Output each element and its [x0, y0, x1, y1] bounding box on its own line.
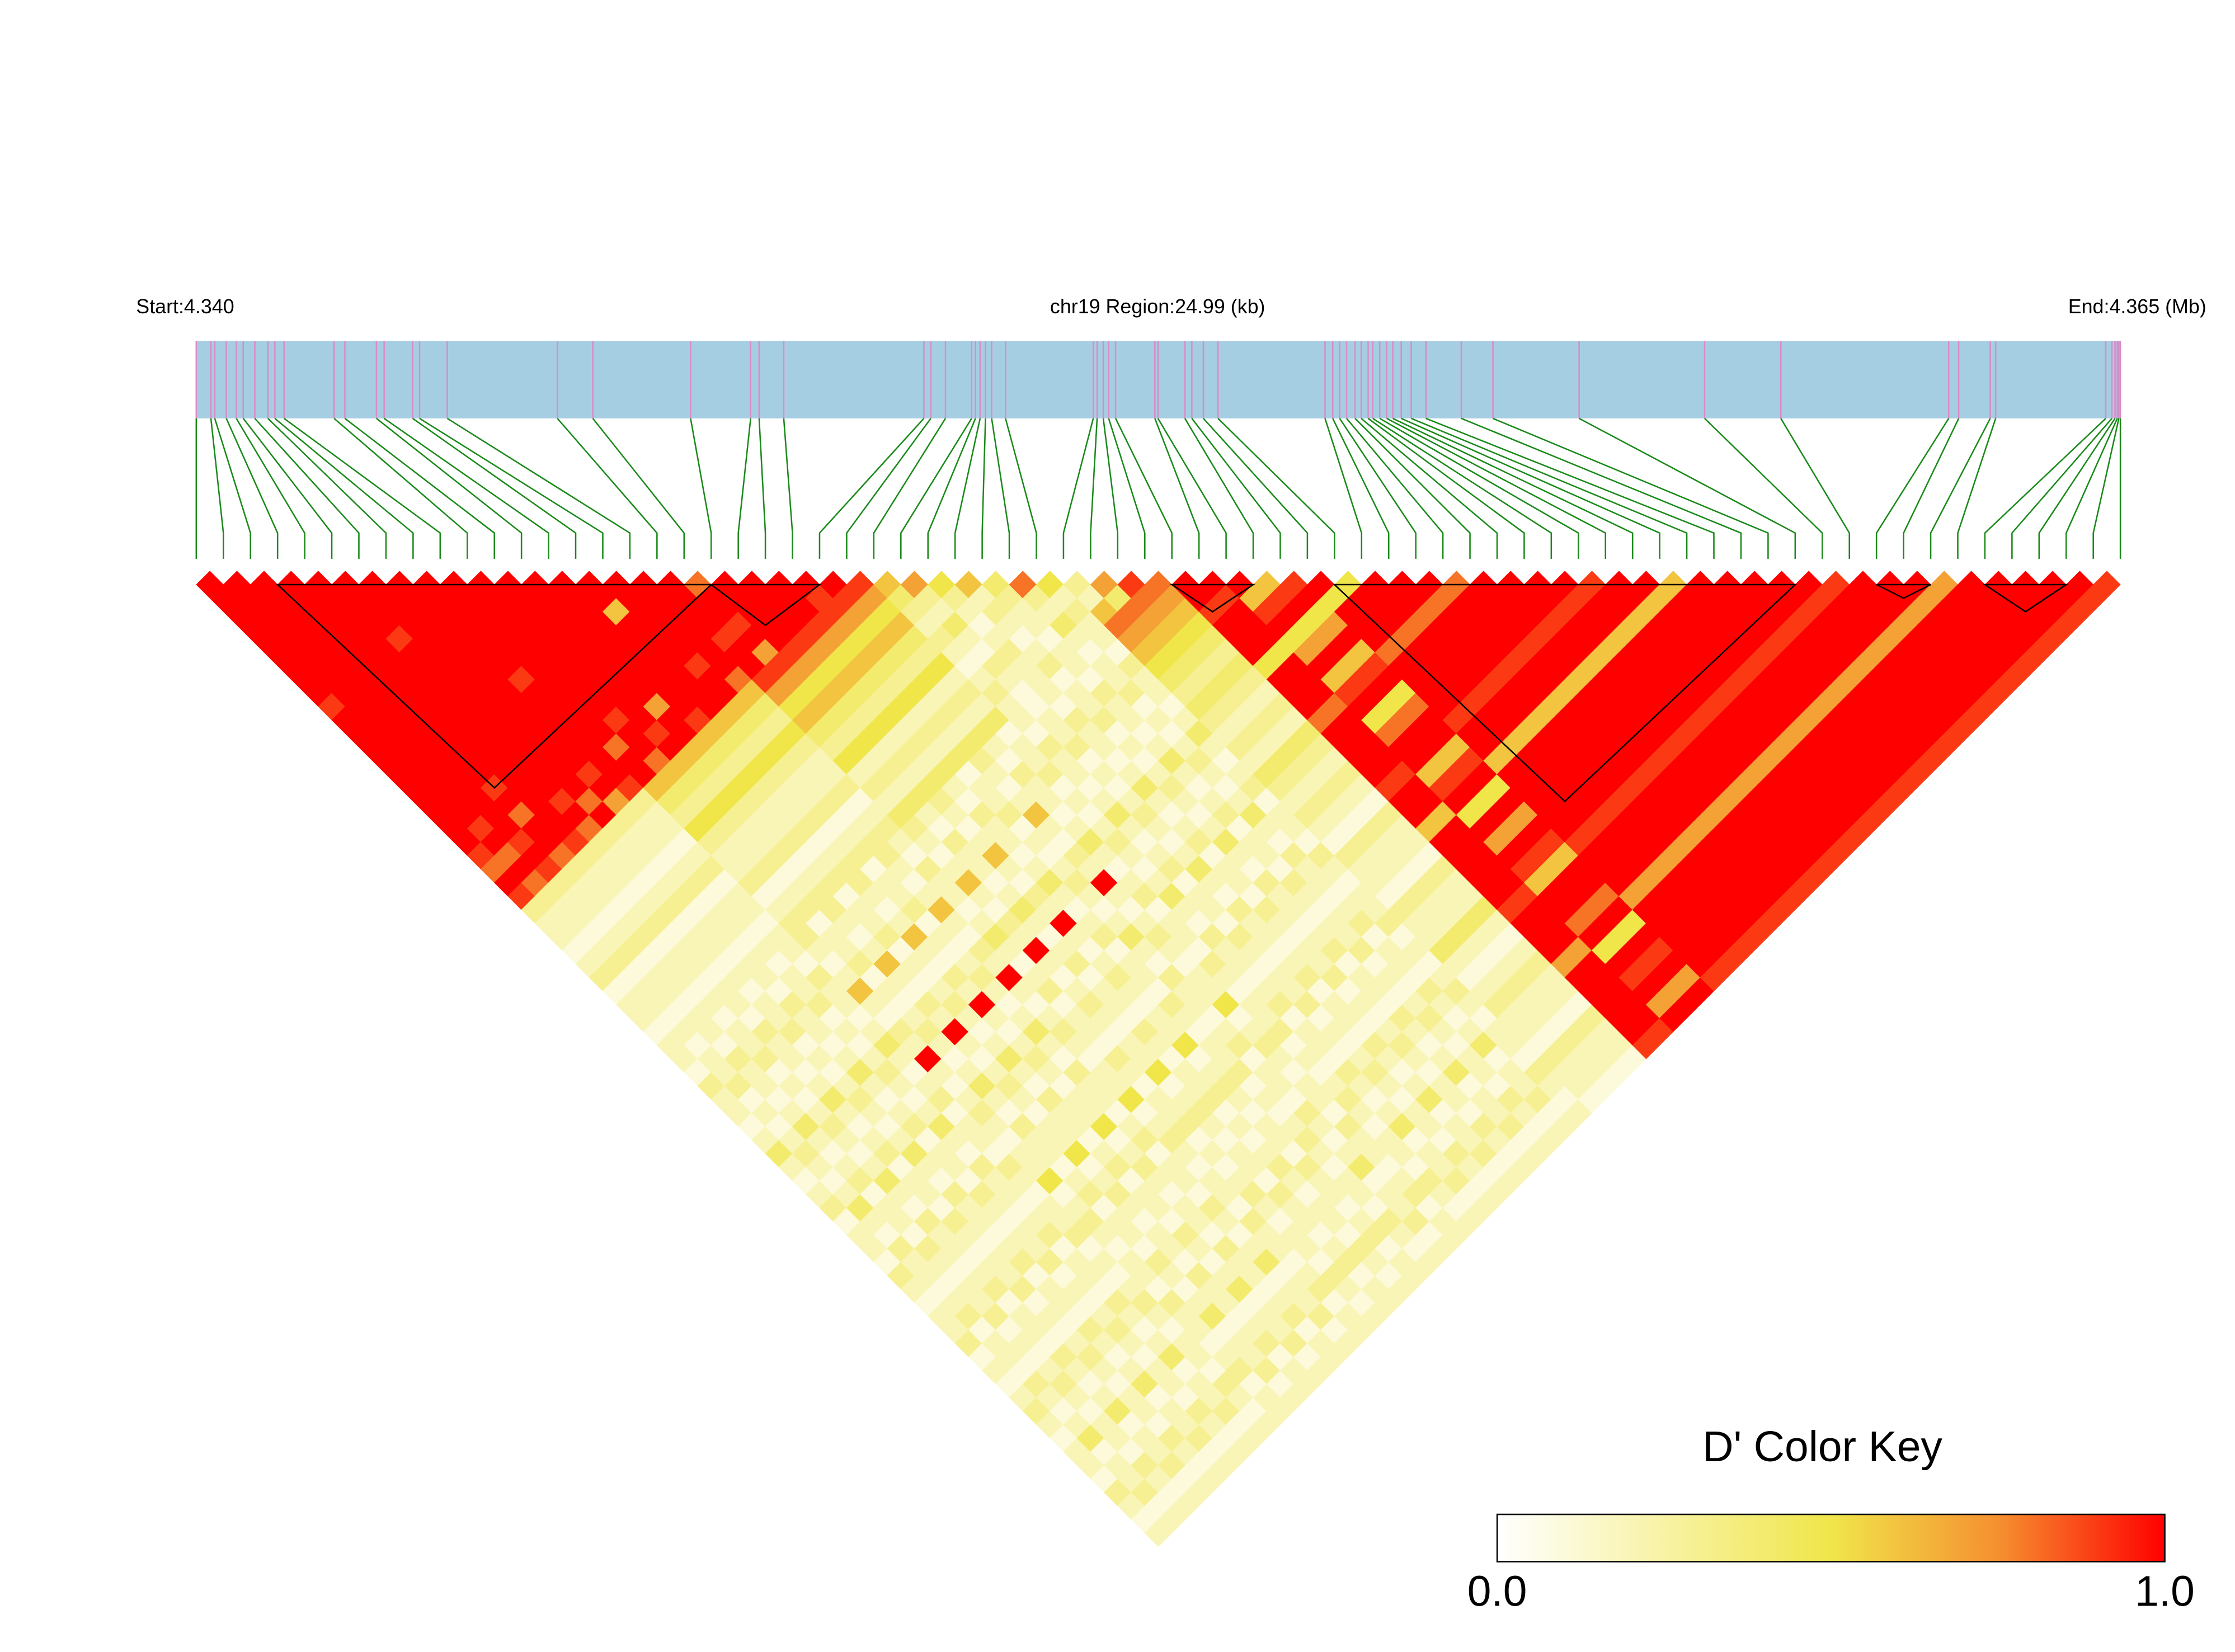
- region-label: chr19 Region:24.99 (kb): [1050, 295, 1265, 318]
- snp-link: [1461, 417, 1742, 559]
- snp-link: [1372, 417, 1552, 559]
- snp-link: [376, 417, 523, 559]
- snp-link: [1191, 418, 1281, 559]
- end-label: End:4.365 (Mb): [2068, 295, 2206, 318]
- snp-link: [419, 417, 604, 559]
- snp-link: [1203, 418, 1309, 559]
- snp-link: [1780, 418, 1851, 559]
- snp-link: [1324, 418, 1363, 559]
- snp-link: [1875, 418, 1950, 559]
- snp-link: [1411, 417, 1688, 559]
- color-key: [1496, 1513, 2166, 1562]
- ld-block: [275, 583, 713, 789]
- snp-link: [2065, 418, 2118, 559]
- snp-link: [1579, 417, 1796, 559]
- snp-link: [210, 418, 224, 559]
- snp-link: [344, 417, 495, 559]
- snp-link: [818, 418, 925, 559]
- snp-link: [2011, 418, 2112, 559]
- color-key-label: 0.0: [1467, 1568, 1527, 1616]
- snp-link: [267, 418, 387, 559]
- snp-link: [1392, 417, 1634, 559]
- ld-block: [1169, 583, 1256, 613]
- snp-link: [1401, 417, 1660, 559]
- snp-link: [1704, 418, 1823, 559]
- snp-link: [1184, 418, 1254, 559]
- snp-link: [283, 417, 441, 559]
- ld-cell: [2093, 571, 2121, 599]
- snp-link: [333, 417, 468, 559]
- snp-link: [1005, 418, 1037, 559]
- snp-link: [1903, 418, 1960, 559]
- snp-link: [1386, 417, 1607, 559]
- snp-link: [1354, 418, 1471, 559]
- snp-link: [1346, 418, 1444, 559]
- snp-link: [1102, 418, 1119, 559]
- snp-link: [592, 418, 685, 559]
- color-key-label: 1.0: [2135, 1568, 2195, 1616]
- snp-link: [690, 418, 712, 559]
- snp-link: [1425, 417, 1715, 559]
- snp-link: [1090, 418, 1098, 559]
- snp-link: [900, 418, 972, 559]
- snp-link: [1379, 417, 1579, 559]
- snp-link: [412, 417, 577, 559]
- snp-link: [758, 418, 766, 559]
- snp-link: [2038, 418, 2116, 559]
- start-label: Start:4.340: [136, 295, 234, 318]
- snp-link: [1108, 418, 1146, 559]
- snp-link: [1930, 418, 1991, 559]
- snp-link: [1367, 417, 1525, 559]
- snp-link: [1339, 418, 1417, 559]
- snp-link: [1157, 418, 1227, 559]
- snp-link: [1984, 417, 2106, 559]
- snp-link: [873, 418, 947, 559]
- snp-link: [214, 418, 252, 559]
- snp-link: [1332, 418, 1390, 559]
- ld-block: [1982, 583, 2069, 613]
- snp-link: [225, 418, 279, 559]
- snp-link: [1217, 418, 1335, 559]
- snp-link: [383, 417, 549, 559]
- snp-link: [557, 418, 658, 559]
- snp-link: [1114, 418, 1173, 559]
- snp-link: [783, 418, 793, 559]
- snp-link: [2092, 418, 2120, 559]
- snp-link: [927, 418, 976, 559]
- snp-link: [981, 418, 986, 559]
- snp-link: [1361, 417, 1498, 559]
- snp-link: [1062, 418, 1094, 559]
- ld-block: [1876, 583, 1931, 599]
- snp-link: [737, 418, 752, 559]
- cells: [196, 571, 2121, 1547]
- ld-block: [1333, 583, 1798, 803]
- ld-block: [709, 583, 822, 627]
- snp-link: [1957, 418, 1997, 559]
- snp-link: [954, 418, 981, 559]
- snp-link: [1154, 418, 1200, 559]
- snp-link: [846, 418, 931, 559]
- snp-link: [1492, 417, 1769, 559]
- snp-link: [446, 417, 631, 559]
- legend-title: D' Color Key: [1702, 1423, 1942, 1471]
- snp-link: [242, 418, 333, 559]
- snp-link: [274, 417, 414, 559]
- snp-link: [254, 418, 360, 559]
- snp-link: [991, 418, 1010, 559]
- snp-link: [236, 418, 305, 559]
